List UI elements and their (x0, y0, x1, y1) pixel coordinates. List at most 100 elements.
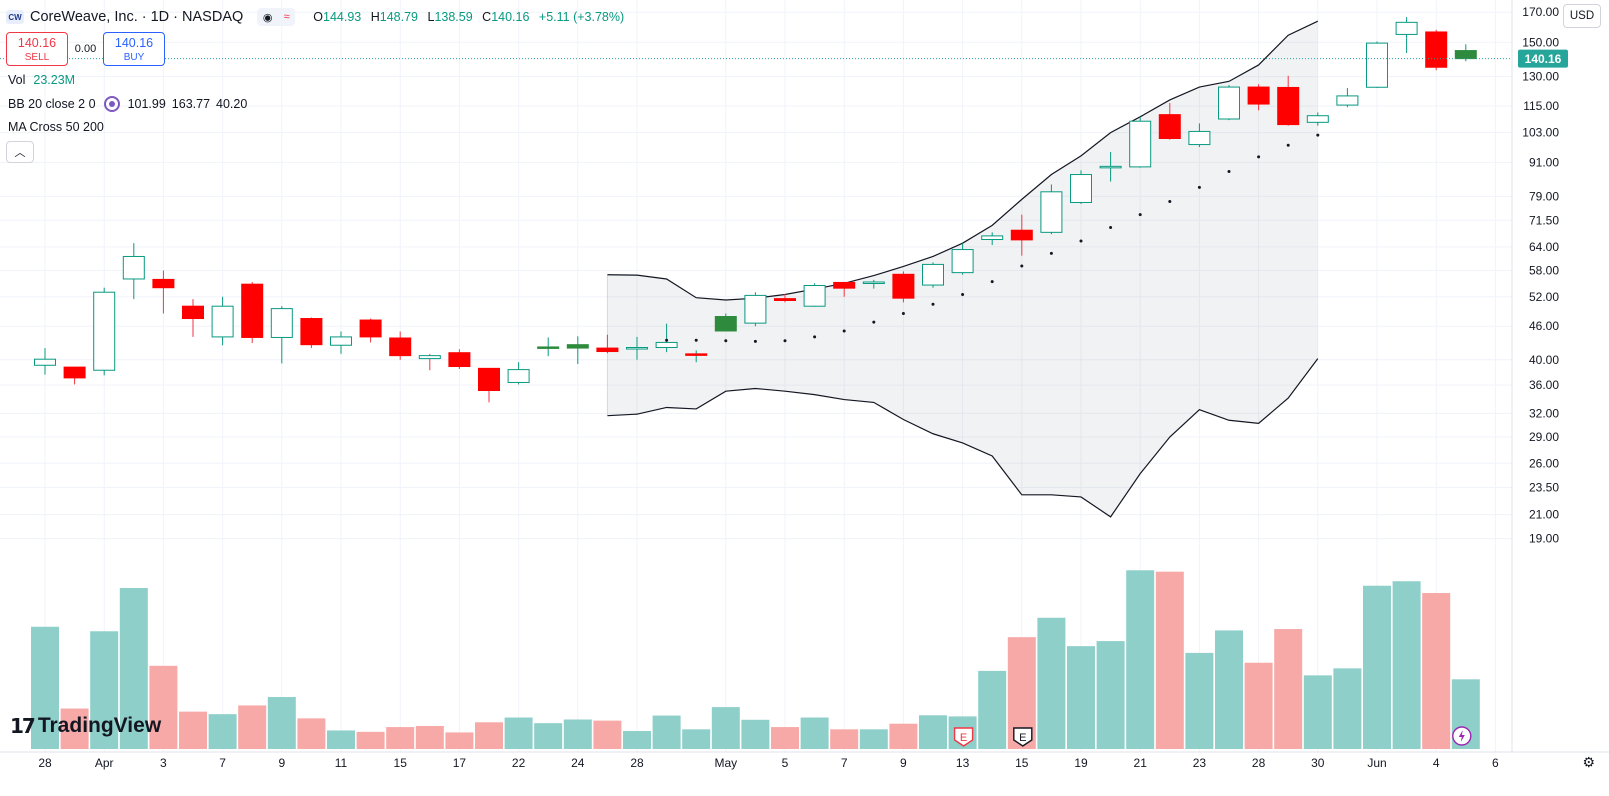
approx-icon[interactable]: ≈ (283, 11, 290, 23)
candle-body (1247, 86, 1270, 105)
candle-body (418, 355, 441, 360)
volume-bar (1096, 641, 1125, 749)
last-price-tag (1518, 49, 1568, 68)
candle-body (1454, 50, 1477, 60)
earnings-marker-letter: E (1019, 732, 1026, 744)
time-tick-label: May (714, 756, 737, 770)
candle-body (1395, 21, 1418, 35)
ma-dot (961, 292, 965, 296)
candle-body (803, 284, 826, 307)
eye-icon[interactable]: ◉ (262, 11, 273, 24)
buy-button[interactable]: 140.16 BUY (103, 32, 165, 66)
candle-body (93, 291, 116, 371)
price-tick-label: 130.00 (1522, 70, 1559, 84)
volume-bar (652, 715, 681, 749)
time-tick-label: 19 (1074, 756, 1088, 770)
collapse-legend-button[interactable]: ︿ (6, 141, 34, 163)
time-tick-label: 7 (219, 756, 226, 770)
volume-bar (208, 714, 237, 749)
volume-bar (1037, 617, 1066, 749)
volume-bar (919, 715, 947, 749)
volume-bar (119, 587, 148, 749)
settings-gear-icon[interactable]: ⚙ (1582, 754, 1595, 770)
candle-body (1010, 229, 1033, 241)
earnings-marker-letter: E (960, 732, 967, 744)
candle-body (507, 369, 530, 383)
chevron-up-icon[interactable]: ︿ (14, 147, 26, 159)
time-axis: 28 Apr 3 7 9 11 15 17 22 24 28 May 5 7 9 13 15 19 21 23 28 30… (0, 751, 1609, 770)
volume-bar (859, 729, 888, 749)
candle-body (1129, 120, 1152, 168)
candle-body (833, 281, 856, 289)
bollinger-upper-value: 163.77 (171, 97, 211, 111)
time-tick-label: 7 (841, 756, 848, 770)
change-value: +5.11 (+3.78%) (538, 10, 625, 24)
close-value: 140.16 (491, 10, 530, 24)
candle-body (270, 308, 293, 338)
bollinger-legend[interactable]: BB 20 close 2 0 101.99 163.77 40.20 (8, 96, 253, 112)
price-axis: 190.00170.00150.00130.00115.00103.0091.0… (1511, 0, 1559, 752)
last-price-line: 140.16 (0, 49, 1568, 68)
buy-price: 140.16 (114, 35, 154, 50)
ma-dot (1286, 143, 1290, 147)
candle-body (478, 367, 500, 392)
ma-dot (665, 338, 669, 342)
candle-body (744, 294, 767, 324)
price-tick-label: 91.00 (1529, 155, 1559, 169)
volume-legend[interactable]: Vol 23.23M (8, 73, 75, 87)
time-tick-label: 22 (512, 756, 526, 770)
volume-bar (741, 719, 770, 749)
volume-bar (593, 720, 622, 749)
volume-bar (623, 731, 651, 749)
candle-body (1040, 191, 1063, 233)
volume-bar (1185, 652, 1214, 749)
candlesticks (34, 17, 1477, 403)
volume-bar (1067, 646, 1095, 749)
earnings-marker-icon (1013, 727, 1033, 747)
volume-bar (800, 717, 829, 749)
candle-body (359, 319, 382, 338)
currency-selector[interactable]: USD (1563, 4, 1601, 28)
volume-bar (1244, 662, 1273, 749)
ma-dot (872, 320, 876, 324)
candle-body (714, 316, 737, 332)
candle-body (1099, 165, 1122, 169)
time-tick-label: Jun (1367, 756, 1386, 770)
time-tick-label: 28 (38, 756, 52, 770)
sell-button[interactable]: 140.16 SELL (6, 32, 68, 66)
earnings-marker-icon (953, 727, 974, 747)
price-tick-label: 23.50 (1529, 481, 1559, 495)
candle-body (596, 347, 619, 353)
volume-bar (149, 665, 178, 749)
volume-bar (534, 723, 563, 749)
price-tick-label: 46.00 (1529, 319, 1559, 333)
ma-dot (1138, 213, 1142, 217)
tradingview-mark-icon: 17 (10, 714, 36, 738)
ma-dot (724, 339, 728, 343)
ma-dot (753, 339, 757, 343)
symbol-title[interactable]: CoreWeave, Inc. · 1D · NASDAQ (30, 9, 244, 25)
price-tick-label: 19.00 (1529, 532, 1559, 546)
last-price-label: 140.16 (1525, 52, 1562, 66)
ma-dot (1168, 200, 1172, 204)
tradingview-logo[interactable]: 17 TradingView (10, 714, 161, 738)
time-tick-label: Apr (95, 756, 114, 770)
volume-bar (978, 670, 1007, 749)
buy-label: BUY (123, 51, 145, 63)
price-tick-label: 21.00 (1529, 508, 1559, 522)
sell-label: SELL (24, 51, 50, 63)
ma-dot (813, 335, 817, 339)
ma-cross-line (665, 133, 1320, 343)
ma-cross-legend[interactable]: MA Cross 50 200 (8, 120, 112, 134)
time-tick-label: 6 (1492, 756, 1499, 770)
volume-bar (1363, 585, 1391, 749)
time-tick-label: 15 (1015, 756, 1029, 770)
candle-body (211, 305, 234, 338)
bollinger-lower-value: 40.20 (216, 97, 248, 111)
lightning-bolt-icon (1458, 730, 1465, 742)
candle-body (1070, 174, 1092, 203)
candle-body (122, 255, 145, 280)
visibility-toggle[interactable]: ◉ ≈ (257, 8, 296, 26)
volume-bar (1303, 675, 1332, 749)
